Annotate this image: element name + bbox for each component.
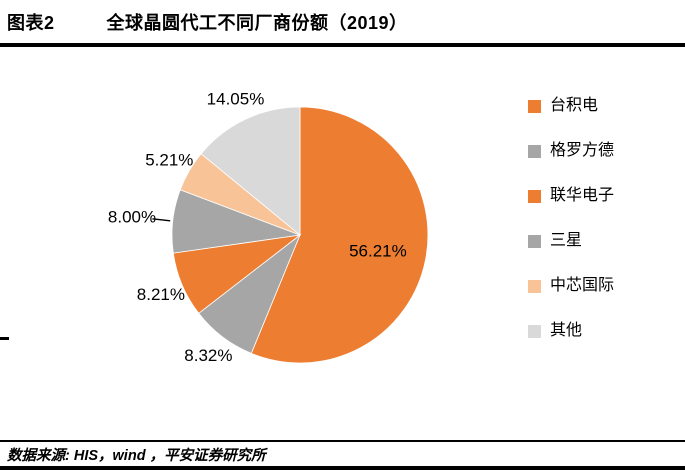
chart-area: 56.21% 8.32% 8.21% 8.00% 5.21% 14.05% 台积电格罗方德…: [0, 50, 685, 420]
pie-slice: [250, 106, 429, 364]
legend-swatch: [528, 189, 541, 203]
legend-swatch: [528, 144, 541, 158]
legend-item: 联华电子: [528, 188, 614, 204]
figure-header: 图表2 全球晶圆代工不同厂商份额（2019）: [0, 0, 685, 47]
legend-item: 格罗方德: [528, 143, 614, 159]
slice-label: 8.32%: [184, 346, 232, 365]
legend-label: 三星: [550, 232, 583, 249]
legend: 台积电格罗方德联华电子三星中芯国际其他: [528, 98, 614, 339]
legend-label: 台积电: [550, 97, 599, 114]
legend-item: 台积电: [528, 98, 614, 114]
legend-item: 中芯国际: [528, 278, 614, 294]
slice-label: 8.21%: [137, 285, 185, 304]
legend-item: 三星: [528, 233, 614, 249]
slice-label: 5.21%: [145, 150, 193, 169]
slice-label: 56.21%: [349, 241, 407, 260]
figure-title: 全球晶圆代工不同厂商份额（2019）: [106, 12, 408, 33]
slice-label: 14.05%: [207, 89, 265, 108]
legend-swatch: [528, 279, 541, 293]
legend-swatch: [528, 99, 541, 113]
legend-label: 格罗方德: [550, 142, 615, 159]
source-note: 数据来源: HIS，wind ，平安证券研究所: [7, 447, 266, 464]
pie-slice: [200, 106, 301, 236]
legend-label: 其他: [550, 322, 583, 339]
label-leader-line: [152, 218, 171, 222]
slice-label: 8.00%: [108, 208, 156, 227]
legend-item: 其他: [528, 323, 614, 339]
left-margin-tick: [0, 337, 9, 340]
figure-label: 图表2: [7, 12, 55, 33]
legend-label: 联华电子: [550, 187, 615, 204]
legend-swatch: [528, 234, 541, 248]
legend-label: 中芯国际: [550, 277, 615, 294]
legend-swatch: [528, 324, 541, 338]
pie-chart: 56.21% 8.32% 8.21% 8.00% 5.21% 14.05%: [108, 89, 429, 365]
figure-footer: 数据来源: HIS，wind ，平安证券研究所: [0, 440, 685, 470]
